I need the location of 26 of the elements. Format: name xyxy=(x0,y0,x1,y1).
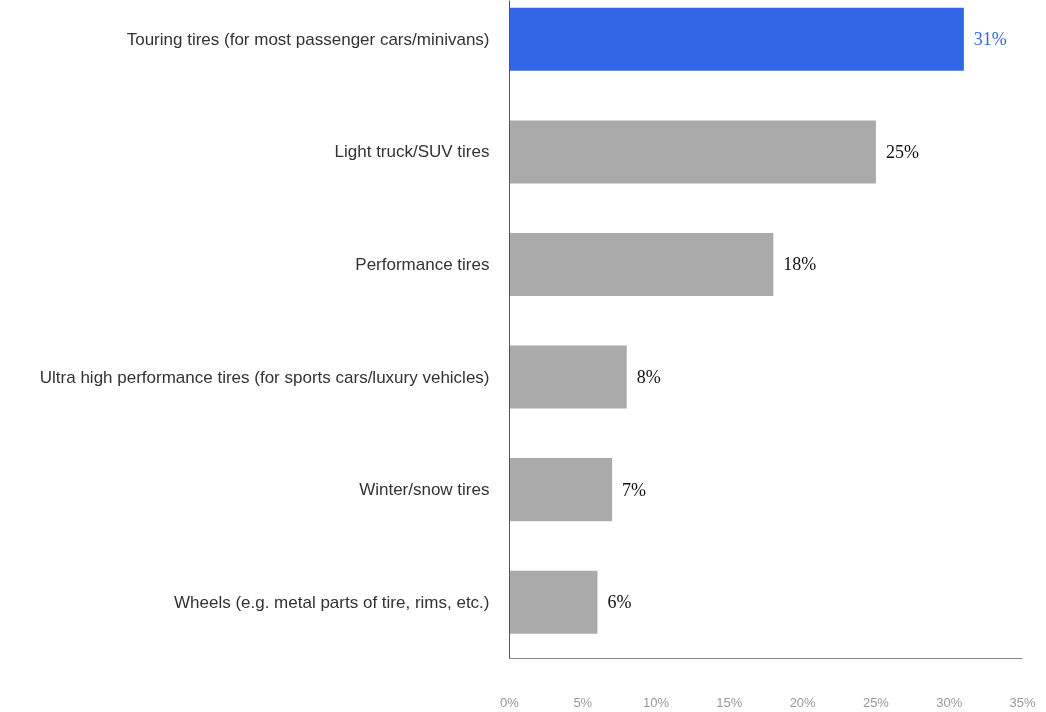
bar xyxy=(509,458,613,522)
x-tick-label: 25% xyxy=(862,694,890,710)
x-tick-label: 20% xyxy=(789,694,817,710)
bar xyxy=(509,7,964,71)
y-tick-label: Touring tires (for most passenger cars/minivans) xyxy=(126,29,490,49)
y-tick-label: Wheels (e.g. metal parts of tire, rims, etc.) xyxy=(173,592,490,612)
bar xyxy=(509,232,774,297)
x-tick-label: 35% xyxy=(1009,694,1036,710)
data-label: 25% xyxy=(885,141,919,162)
y-tick-label: Ultra high performance tires (for sports cars/luxury vehicles) xyxy=(39,367,490,387)
bar xyxy=(509,345,627,409)
data-label: 18% xyxy=(783,254,817,275)
bar xyxy=(509,570,598,634)
y-tick-label: Performance tires xyxy=(355,254,490,274)
y-tick-label: Light truck/SUV tires xyxy=(334,142,490,162)
x-tick-label: 0% xyxy=(500,694,520,710)
data-label: 8% xyxy=(636,367,661,388)
bar xyxy=(509,120,876,184)
data-label: 6% xyxy=(607,592,632,613)
data-label: 7% xyxy=(622,479,647,500)
x-tick-label: 15% xyxy=(716,694,743,710)
x-tick-label: 30% xyxy=(936,694,963,710)
y-tick-label: Winter/snow tires xyxy=(359,480,490,500)
data-label: 31% xyxy=(973,29,1007,50)
x-tick-label: 5% xyxy=(573,694,593,710)
x-tick-label: 10% xyxy=(643,694,670,710)
